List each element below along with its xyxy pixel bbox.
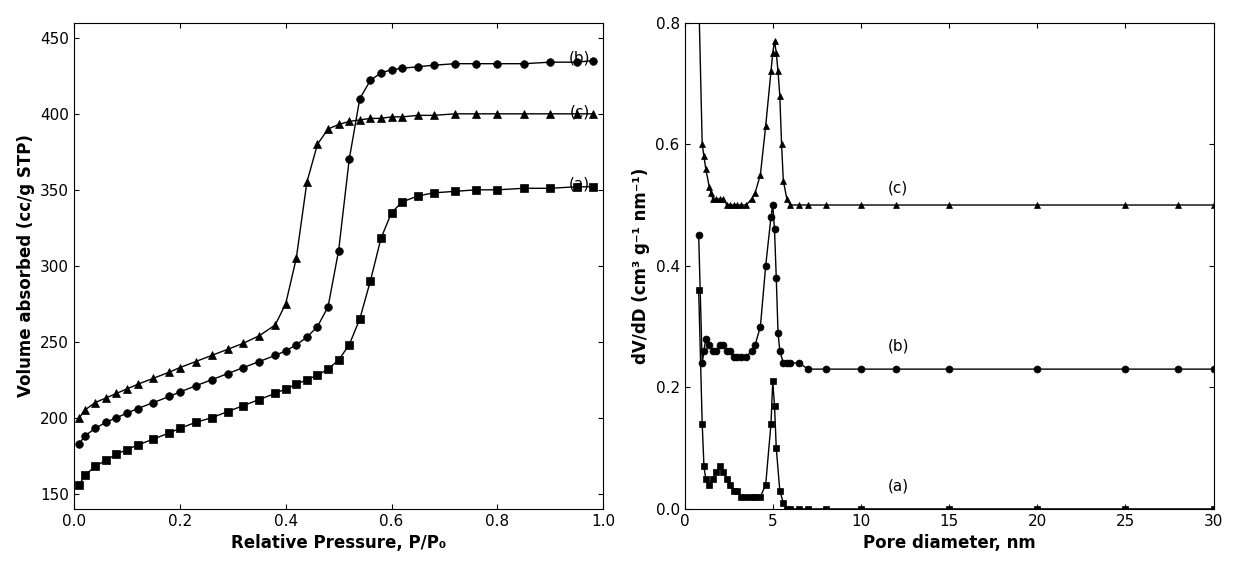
Text: (c): (c) (569, 105, 590, 120)
Text: (b): (b) (568, 50, 590, 65)
X-axis label: Relative Pressure, P/P₀: Relative Pressure, P/P₀ (231, 534, 446, 552)
Y-axis label: Volume absorbed (cc/g STP): Volume absorbed (cc/g STP) (16, 134, 35, 397)
X-axis label: Pore diameter, nm: Pore diameter, nm (863, 534, 1035, 552)
Text: (a): (a) (888, 479, 909, 494)
Text: (a): (a) (569, 176, 590, 191)
Text: (c): (c) (888, 181, 908, 196)
Y-axis label: dV/dD (cm³ g⁻¹ nm⁻¹): dV/dD (cm³ g⁻¹ nm⁻¹) (632, 168, 650, 364)
Text: (b): (b) (888, 339, 909, 354)
